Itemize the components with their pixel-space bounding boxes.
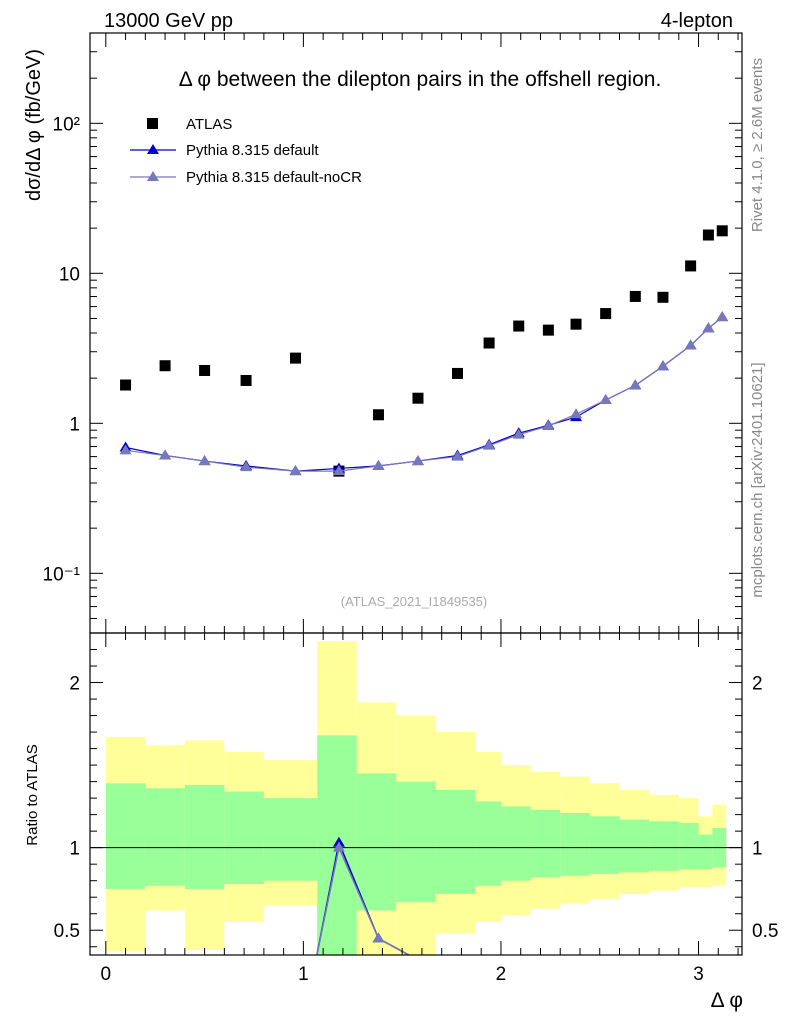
- band-1sigma-bin: [396, 781, 436, 903]
- ratio-uncertainty-bands: [90, 641, 742, 955]
- ratio-y-axis-label: Ratio to ATLAS: [24, 744, 41, 845]
- y-axis-label: dσ/dΔ φ (fb/GeV): [23, 49, 45, 201]
- atlas-data-point: [685, 260, 697, 272]
- main-plot-series: [119, 225, 729, 477]
- mc-point-2: [372, 459, 385, 470]
- mc-point-2: [599, 394, 612, 405]
- ratio-y-tick-label: 0.5: [54, 921, 80, 942]
- band-1sigma-bin: [500, 806, 531, 881]
- ratio-plot-frame: [89, 632, 743, 956]
- mc-point-2: [570, 408, 583, 419]
- ratio-y-tick-label-right: 1: [752, 839, 763, 860]
- band-1sigma-bin: [589, 816, 620, 875]
- band-1sigma-bin: [530, 809, 561, 878]
- mc-point-2: [483, 439, 496, 450]
- mc-point-2: [702, 322, 715, 333]
- band-1sigma-bin: [560, 812, 590, 876]
- atlas-data-point: [289, 352, 301, 364]
- atlas-data-point: [542, 324, 554, 336]
- atlas-data-point: [240, 374, 252, 386]
- atlas-data-point: [372, 409, 384, 421]
- y-tick-label: 10: [59, 264, 80, 285]
- band-1sigma-bin: [105, 783, 146, 889]
- mc-point-2: [542, 419, 555, 430]
- mc-point-2: [451, 450, 464, 461]
- legend-label-atlas: ATLAS: [186, 116, 232, 133]
- ratio-y-tick-label: 2: [69, 674, 80, 695]
- band-1sigma-bin: [263, 798, 318, 881]
- atlas-data-point: [716, 225, 728, 237]
- mc-point-2: [159, 449, 172, 460]
- mc-point-2: [198, 455, 211, 466]
- mc-line-1: [125, 316, 723, 472]
- x-tick-label: 0: [101, 964, 112, 985]
- ratio-point-1: [372, 932, 385, 943]
- band-1sigma-bin: [649, 821, 679, 871]
- atlas-data-point: [657, 291, 669, 303]
- y-tick-label: 10⁻¹: [43, 564, 81, 585]
- ratio-y-tick-label-right: 2: [752, 674, 763, 695]
- mc-point-2: [119, 444, 132, 455]
- x-tick-label: 3: [693, 964, 704, 985]
- atlas-data-point: [120, 379, 132, 391]
- legend: ATLAS Pythia 8.315 default Pythia 8.315 …: [130, 116, 362, 186]
- atlas-data-point: [570, 318, 582, 330]
- band-1sigma-bin: [356, 773, 397, 911]
- atlas-data-point: [199, 364, 211, 376]
- atlas-data-point: [513, 320, 525, 332]
- mc-line-2: [125, 316, 723, 472]
- rivet-version-label: Rivet 4.1.0, ≥ 2.6M events: [749, 58, 766, 232]
- legend-marker-pythia-nocr: [147, 171, 159, 181]
- x-axis-label: Δ φ: [711, 989, 743, 1012]
- atlas-data-point: [600, 308, 612, 320]
- band-1sigma-bin: [145, 788, 185, 886]
- y-tick-label: 10²: [53, 114, 80, 135]
- analysis-label: (ATLAS_2021_I1849535): [341, 594, 487, 609]
- energy-label: 13000 GeV pp: [104, 10, 233, 32]
- source-label: mcplots.cern.ch [arXiv:2401.10621]: [749, 362, 766, 597]
- ratio-y-tick-label: 1: [69, 839, 80, 860]
- band-1sigma-bin: [698, 834, 713, 870]
- atlas-data-point: [629, 290, 641, 302]
- ratio-plot-series: [316, 836, 411, 955]
- mc-point-2: [656, 360, 669, 371]
- legend-label-pythia-nocr: Pythia 8.315 default-noCR: [186, 169, 362, 186]
- legend-label-pythia-default: Pythia 8.315 default: [186, 142, 319, 159]
- mc-point-2: [411, 455, 424, 466]
- atlas-data-point: [159, 360, 171, 372]
- x-tick-label: 2: [496, 964, 507, 985]
- ratio-line-1: [316, 845, 411, 955]
- mc-point-2: [289, 465, 302, 476]
- mc-point-2: [684, 339, 697, 350]
- mc-point-2: [240, 461, 253, 472]
- ratio-point-1: [332, 841, 345, 852]
- band-1sigma-bin: [678, 822, 699, 870]
- x-tick-label: 1: [298, 964, 309, 985]
- atlas-data-point: [483, 337, 495, 349]
- atlas-data-point: [702, 229, 714, 241]
- axis-ticks: 10⁻¹ 1 10 10² 0.5 0.5 1 1 2 2 0 1 2 3: [43, 32, 778, 985]
- ratio-y-tick-label-right: 0.5: [752, 921, 778, 942]
- legend-marker-pythia-default: [147, 144, 159, 154]
- band-1sigma-bin: [475, 801, 501, 886]
- band-1sigma-bin: [435, 789, 476, 894]
- mc-point-2: [512, 428, 525, 439]
- mc-point-2: [629, 379, 642, 390]
- mc-point-2: [332, 465, 345, 476]
- process-label: 4-lepton: [661, 10, 733, 32]
- atlas-data-point: [451, 367, 463, 379]
- band-1sigma-bin: [619, 819, 650, 873]
- mc-point-2: [716, 311, 729, 322]
- atlas-data-point: [412, 392, 424, 404]
- band-1sigma-bin: [184, 784, 225, 889]
- band-1sigma-bin: [224, 791, 264, 884]
- legend-marker-atlas: [147, 118, 158, 129]
- y-tick-label: 1: [69, 414, 80, 435]
- chart-title: Δ φ between the dilepton pairs in the of…: [179, 68, 662, 91]
